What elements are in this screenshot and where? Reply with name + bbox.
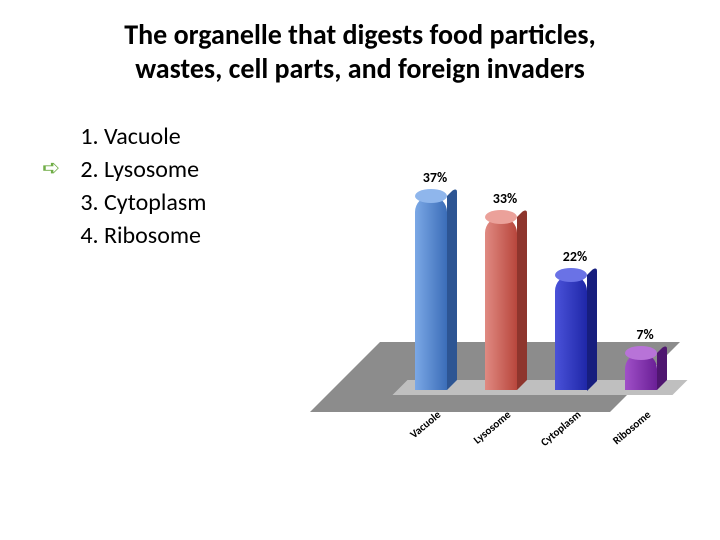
bar [485, 217, 517, 390]
bar-value-label: 7% [615, 326, 675, 343]
bar-chart: 37% Vacuole 33% Lysosome 22% Cytoplasm 7% Ribos… [380, 150, 700, 490]
answer-ol: VacuoleLysosomeCytoplasmRibosome [70, 120, 370, 252]
slide-title: The organelle that digests food particle… [40, 18, 680, 85]
x-axis-label: Ribosome [591, 408, 653, 463]
correct-answer-arrow-icon: ➪ [42, 157, 60, 179]
slide: The organelle that digests food particle… [0, 0, 720, 540]
answer-option: Lysosome [104, 153, 370, 186]
bar-side [517, 207, 527, 390]
answer-option: Ribosome [104, 219, 370, 252]
bar [625, 353, 657, 390]
title-line-1: The organelle that digests food particle… [124, 17, 595, 52]
x-axis-label: Lysosome [451, 408, 513, 463]
answer-option: Cytoplasm [104, 186, 370, 219]
bar-front [485, 217, 517, 390]
x-axis-label: Vacuole [381, 408, 443, 463]
bar-top [555, 268, 587, 282]
bar-top [415, 189, 447, 203]
answer-option: Vacuole [104, 120, 370, 153]
bar [555, 275, 587, 391]
bar-top [485, 210, 517, 224]
bar-value-label: 33% [475, 190, 535, 207]
answer-list: ➪ VacuoleLysosomeCytoplasmRibosome [70, 120, 370, 252]
bar [415, 196, 447, 390]
x-axis-label: Cytoplasm [521, 408, 583, 463]
bar-value-label: 37% [405, 169, 465, 186]
bar-value-label: 22% [545, 248, 605, 265]
bar-side [587, 265, 597, 391]
chart-plot-area: 37%Vacuole33%Lysosome22%Cytoplasm7%Ribos… [380, 150, 700, 430]
title-line-2: wastes, cell parts, and foreign invaders [135, 51, 585, 86]
bar-front [555, 275, 587, 391]
bar-side [447, 186, 457, 390]
bar-front [415, 196, 447, 390]
